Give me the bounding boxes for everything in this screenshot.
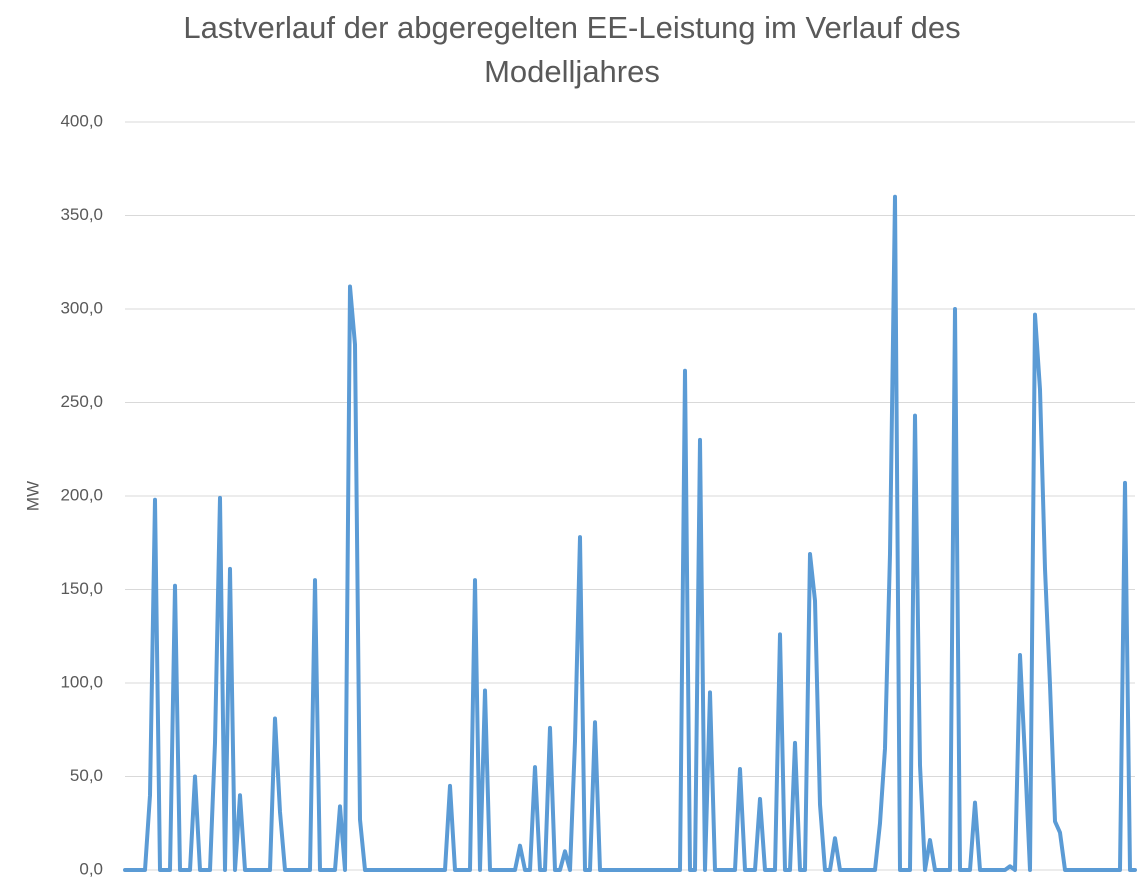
y-axis-label: MW	[23, 481, 42, 511]
y-tick-label: 50,0	[70, 766, 103, 785]
series-line	[123, 194, 1137, 872]
y-tick-label: 100,0	[60, 672, 103, 691]
y-tick-label: 200,0	[60, 485, 103, 504]
y-tick-label: 0,0	[79, 859, 103, 878]
y-tick-label: 350,0	[60, 205, 103, 224]
y-tick-label: 250,0	[60, 392, 103, 411]
y-tick-label: 300,0	[60, 298, 103, 317]
y-tick-label: 150,0	[60, 579, 103, 598]
y-tick-label: 400,0	[60, 111, 103, 130]
chart-title: Lastverlauf der abgeregelten EE-Leistung…	[183, 10, 961, 89]
